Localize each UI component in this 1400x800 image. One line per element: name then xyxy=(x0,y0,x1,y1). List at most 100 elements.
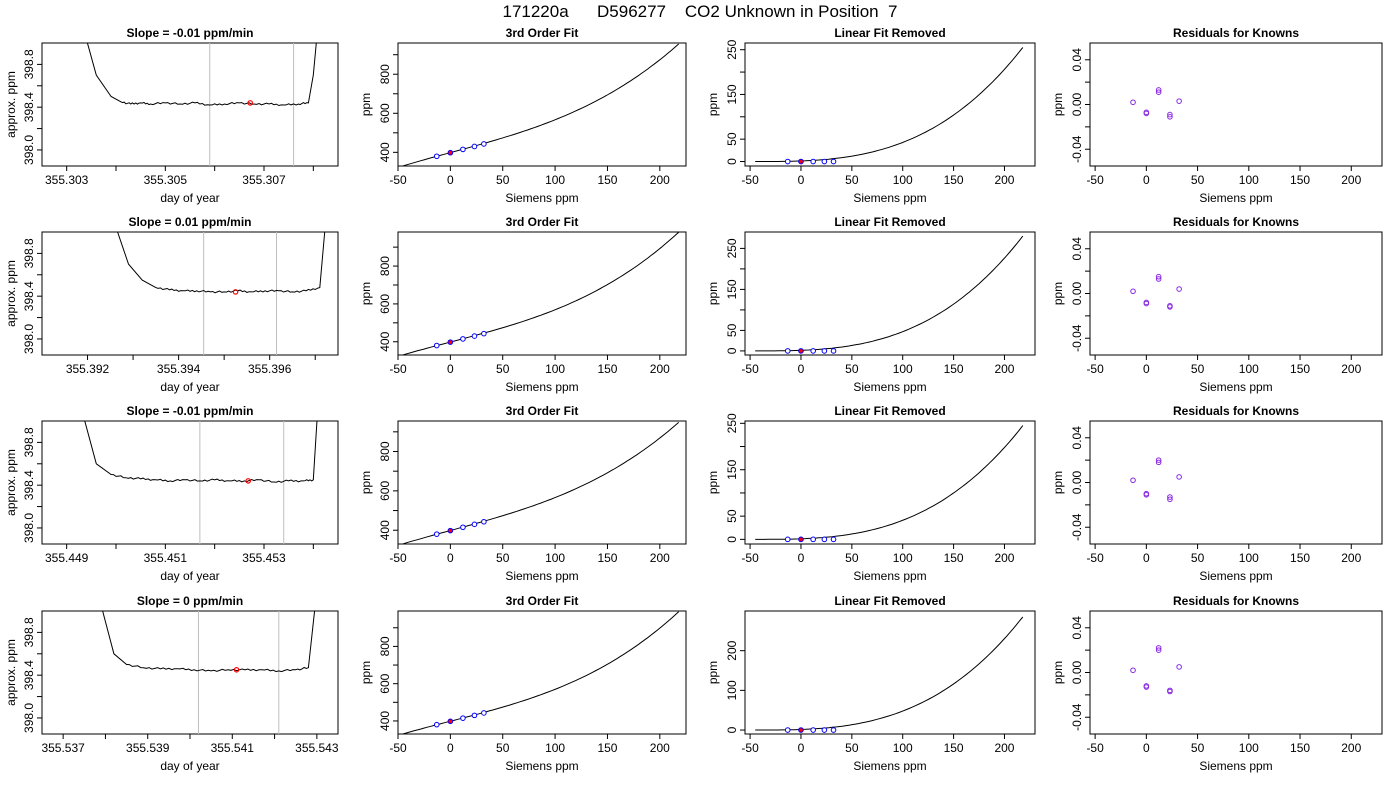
standard-point xyxy=(798,536,804,543)
standard-point xyxy=(481,330,487,337)
standard-point xyxy=(810,348,816,354)
y-axis-label: ppm xyxy=(706,93,720,116)
panel-r2-c2: 3rd Order Fit -50 0 50 100 150 200 400 600 800 Sie… xyxy=(359,215,687,394)
x-tick-label: 150 xyxy=(944,173,964,187)
y-axis-label: approx. ppm xyxy=(4,71,18,138)
x-tick-label: 200 xyxy=(650,362,670,376)
plot-area xyxy=(1130,645,1182,695)
x-tick-label: -50 xyxy=(1086,741,1104,755)
y-tick-label: 0.00 xyxy=(1070,470,1084,494)
x-tick-label: 100 xyxy=(545,551,565,565)
residual-point xyxy=(1155,89,1162,95)
plot-title: Linear Fit Removed xyxy=(834,404,945,418)
standard-point xyxy=(471,712,478,719)
x-tick-label: 100 xyxy=(1239,551,1259,565)
residual-point xyxy=(1176,98,1182,104)
series-line xyxy=(86,43,317,107)
standard-point xyxy=(481,141,487,147)
residual-point xyxy=(1155,276,1162,282)
panel-r4-c4: Residuals for Knowns -50 0 50 100 150 200 -0.04… xyxy=(1051,594,1383,773)
standard-point xyxy=(460,146,466,153)
y-tick-label: 600 xyxy=(378,103,392,123)
residual-point xyxy=(1167,688,1173,695)
x-tick-label: -50 xyxy=(389,551,407,565)
y-tick-label: 398.4 xyxy=(22,92,36,122)
residual-point xyxy=(1130,477,1136,484)
y-axis-label: ppm xyxy=(359,282,373,305)
standard-point xyxy=(810,727,816,733)
y-axis-label: approx. ppm xyxy=(4,260,18,327)
residual-point xyxy=(1176,664,1182,670)
y-tick-label: 0 xyxy=(725,726,739,733)
standard-point xyxy=(784,727,791,733)
panel-r3-c3: Linear Fit Removed -50 0 50 100 150 200 0 50 150 2… xyxy=(706,404,1036,583)
plot-title: Slope = 0 ppm/min xyxy=(137,594,243,608)
plot-area xyxy=(403,611,680,734)
y-tick-label: 800 xyxy=(378,256,392,276)
y-tick-label: 0 xyxy=(725,536,739,543)
residual-point xyxy=(1155,87,1162,93)
x-tick-label: 100 xyxy=(893,551,913,565)
plot-title: 3rd Order Fit xyxy=(506,26,579,40)
y-tick-label: -0.04 xyxy=(1070,513,1084,541)
standard-point xyxy=(821,158,828,165)
x-tick-label: -50 xyxy=(741,741,759,755)
plot-title: Residuals for Knowns xyxy=(1173,404,1299,418)
y-tick-label: -0.04 xyxy=(1070,324,1084,352)
y-tick-label: 0.00 xyxy=(1070,92,1084,116)
panel-r4-c3: Linear Fit Removed -50 0 50 100 150 200 0 100 200… xyxy=(706,594,1036,773)
y-tick-label: -0.04 xyxy=(1070,703,1084,731)
y-tick-label: 250 xyxy=(725,238,739,258)
fit-curve xyxy=(403,232,680,355)
y-tick-label: 0.04 xyxy=(1070,616,1084,640)
x-tick-label: 200 xyxy=(1341,173,1361,187)
y-axis-label: ppm xyxy=(706,282,720,305)
residual-point xyxy=(1167,304,1173,310)
residual-point xyxy=(1176,474,1182,480)
x-tick-label: 355.539 xyxy=(126,741,170,755)
standard-point xyxy=(447,527,454,534)
panel-r3-c4: Residuals for Knowns -50 0 50 100 150 200 -0.04… xyxy=(1051,404,1383,583)
standard-point xyxy=(447,149,454,156)
x-tick-label: 355.303 xyxy=(45,173,89,187)
residual-point xyxy=(1143,300,1150,307)
y-tick-label: 0.04 xyxy=(1070,426,1084,450)
x-tick-label: 100 xyxy=(1239,173,1259,187)
current-point-marker xyxy=(232,289,239,295)
x-tick-label: 355.453 xyxy=(242,551,286,565)
y-axis-label: ppm xyxy=(1051,282,1065,305)
x-axis-label: day of year xyxy=(160,191,219,205)
plot-area xyxy=(86,43,317,166)
x-tick-label: 355.396 xyxy=(248,362,292,376)
x-tick-label: 150 xyxy=(597,551,617,565)
plot-area xyxy=(755,47,1024,165)
y-tick-label: 398.8 xyxy=(22,49,36,79)
standard-point xyxy=(784,348,791,354)
plot-frame xyxy=(397,420,687,545)
current-point-marker xyxy=(245,478,252,484)
y-tick-label: 250 xyxy=(725,413,739,433)
standard-point xyxy=(821,348,828,354)
plot-frame xyxy=(41,231,339,356)
standard-point xyxy=(821,727,828,733)
plot-area xyxy=(403,232,680,355)
y-axis-label: ppm xyxy=(706,471,720,494)
panel-r3-c2: 3rd Order Fit -50 0 50 100 150 200 400 600 800 Sie… xyxy=(359,404,687,583)
x-tick-label: 150 xyxy=(597,362,617,376)
x-tick-label: 150 xyxy=(1290,173,1310,187)
x-tick-label: 100 xyxy=(893,362,913,376)
plot-frame xyxy=(744,231,1036,356)
y-tick-label: 800 xyxy=(378,441,392,461)
x-tick-label: 150 xyxy=(944,551,964,565)
fit-curve xyxy=(403,422,680,544)
residual-point xyxy=(1130,99,1136,106)
standard-point xyxy=(433,721,440,728)
plot-frame xyxy=(41,42,339,167)
standard-point xyxy=(830,158,837,165)
y-axis-label: approx. ppm xyxy=(4,639,18,706)
x-tick-label: 50 xyxy=(496,362,510,376)
x-tick-label: 100 xyxy=(545,173,565,187)
y-tick-label: 400 xyxy=(378,142,392,162)
x-tick-label: 200 xyxy=(1341,362,1361,376)
panel-r2-c3: Linear Fit Removed -50 0 50 100 150 200 0 50 150 2… xyxy=(706,215,1036,394)
